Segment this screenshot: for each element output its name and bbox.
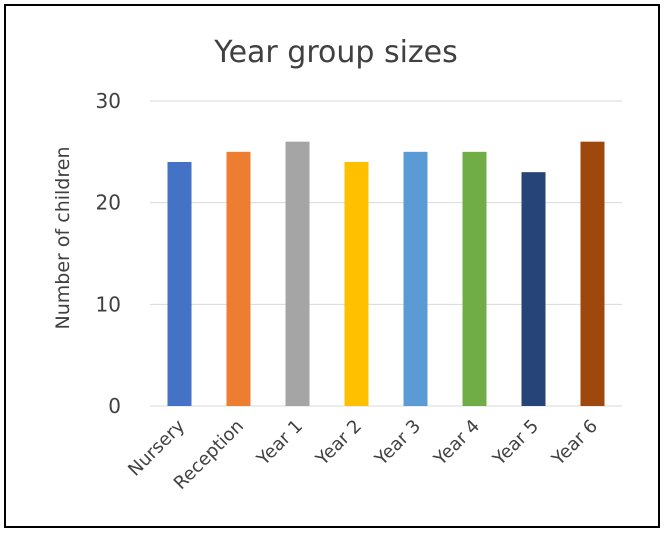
bar-year-1 (285, 141, 310, 406)
bars (167, 141, 605, 406)
chart-frame (4, 4, 660, 528)
y-tick-label: 10 (96, 292, 121, 316)
x-tick-label: Year 1 (252, 416, 307, 471)
chart-title: Year group sizes (213, 35, 458, 70)
x-tick-label: Year 2 (311, 416, 366, 471)
bar-year-5 (521, 172, 546, 406)
y-tick-label: 30 (96, 89, 121, 113)
gridlines (150, 100, 622, 407)
y-tick-label: 0 (108, 394, 121, 418)
bar-year-4 (462, 151, 487, 406)
x-tick-label: Year 4 (429, 416, 484, 471)
x-tick-label: Year 3 (370, 416, 425, 471)
bar-year-3 (403, 151, 428, 406)
x-tick-label: Year 6 (547, 416, 602, 471)
bar-year-2 (344, 162, 369, 406)
bar-year-6 (580, 141, 605, 406)
bar-reception (226, 151, 251, 406)
x-tick-label: Year 5 (488, 416, 543, 471)
y-tick-label: 20 (96, 191, 121, 215)
y-axis-label: Number of children (52, 147, 74, 330)
y-axis-ticks: 0 10 20 30 (96, 89, 121, 418)
bar-nursery (167, 162, 192, 406)
